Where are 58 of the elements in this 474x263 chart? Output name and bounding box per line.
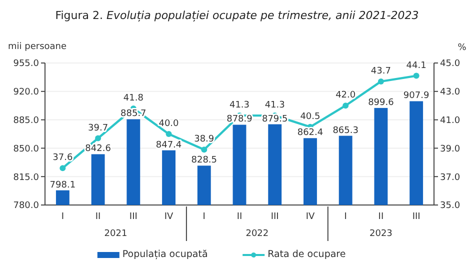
- text: 2021: [104, 229, 128, 239]
- data-label: 37.6: [52, 153, 73, 164]
- data-label: 879.5: [262, 114, 288, 124]
- x-tick-label: I: [202, 212, 206, 222]
- x-tick-label: III: [270, 212, 279, 222]
- y-tick-label: 920.0: [13, 88, 40, 98]
- y-tick-label: 955.0: [13, 59, 40, 70]
- point: [95, 135, 102, 142]
- y-tick-label: 815.0: [13, 172, 40, 183]
- data-label: 40.5: [300, 112, 320, 122]
- data-label: 798.1: [50, 180, 76, 190]
- x-tick-label: IV: [164, 212, 174, 222]
- y2-tick-label: 41.0: [440, 116, 460, 126]
- data-label: 842.6: [85, 144, 112, 154]
- data-label: 39.7: [88, 123, 108, 134]
- x-tick-label: II: [378, 212, 384, 222]
- point: [166, 131, 172, 137]
- data-label: 43.7: [370, 66, 391, 76]
- y-tick-label: 885.0: [13, 116, 40, 126]
- data-label: 899.6: [368, 98, 394, 108]
- x-tick-label: IV: [306, 212, 316, 222]
- x-tick-label: III: [129, 212, 138, 222]
- y2-tick-label: 45.0: [440, 59, 460, 70]
- x-tick-label: II: [95, 212, 101, 222]
- data-label: 907.9: [403, 91, 430, 102]
- y2-tick-label: 43.0: [440, 88, 460, 98]
- data-label: 41.8: [123, 93, 144, 104]
- chart-title: Figura 2. Evoluția populației ocupate pe trimestre, anii 2021-2023: [55, 9, 419, 22]
- y2-tick-label: 35.0: [440, 201, 460, 212]
- data-label: 41.3: [264, 100, 285, 111]
- point: [60, 165, 66, 172]
- y2-tick-label: 39.0: [440, 144, 460, 154]
- point: [413, 72, 420, 79]
- x-tick-label: I: [344, 212, 347, 222]
- y-tick-label: 780.0: [13, 201, 40, 212]
- data-label: 862.4: [297, 128, 324, 138]
- point: [342, 102, 349, 109]
- y-axis-title: mii persoane: [8, 42, 67, 52]
- data-label: 865.3: [332, 126, 358, 136]
- data-label: 847.4: [156, 140, 182, 150]
- text: 2022: [246, 229, 269, 239]
- data-label: 40.0: [158, 119, 180, 129]
- data-label: 828.5: [191, 156, 218, 166]
- legend-label: Rata de ocupare: [268, 248, 346, 260]
- x-tick-label: III: [412, 212, 420, 222]
- x-tick-label: I: [61, 212, 64, 222]
- point: [201, 146, 208, 153]
- data-label: 44.1: [406, 60, 426, 71]
- point: [378, 78, 384, 84]
- data-label: 41.3: [229, 100, 250, 111]
- y-tick-label: 850.0: [13, 144, 40, 154]
- text: 2023: [370, 229, 392, 239]
- y2-axis-title: %: [458, 43, 467, 53]
- data-label: 42.0: [336, 90, 356, 101]
- x-tick-label: II: [236, 212, 242, 222]
- legend-label: Populația ocupată: [122, 248, 208, 260]
- y2-tick-label: 37.0: [440, 172, 460, 183]
- data-label: 38.9: [194, 134, 214, 145]
